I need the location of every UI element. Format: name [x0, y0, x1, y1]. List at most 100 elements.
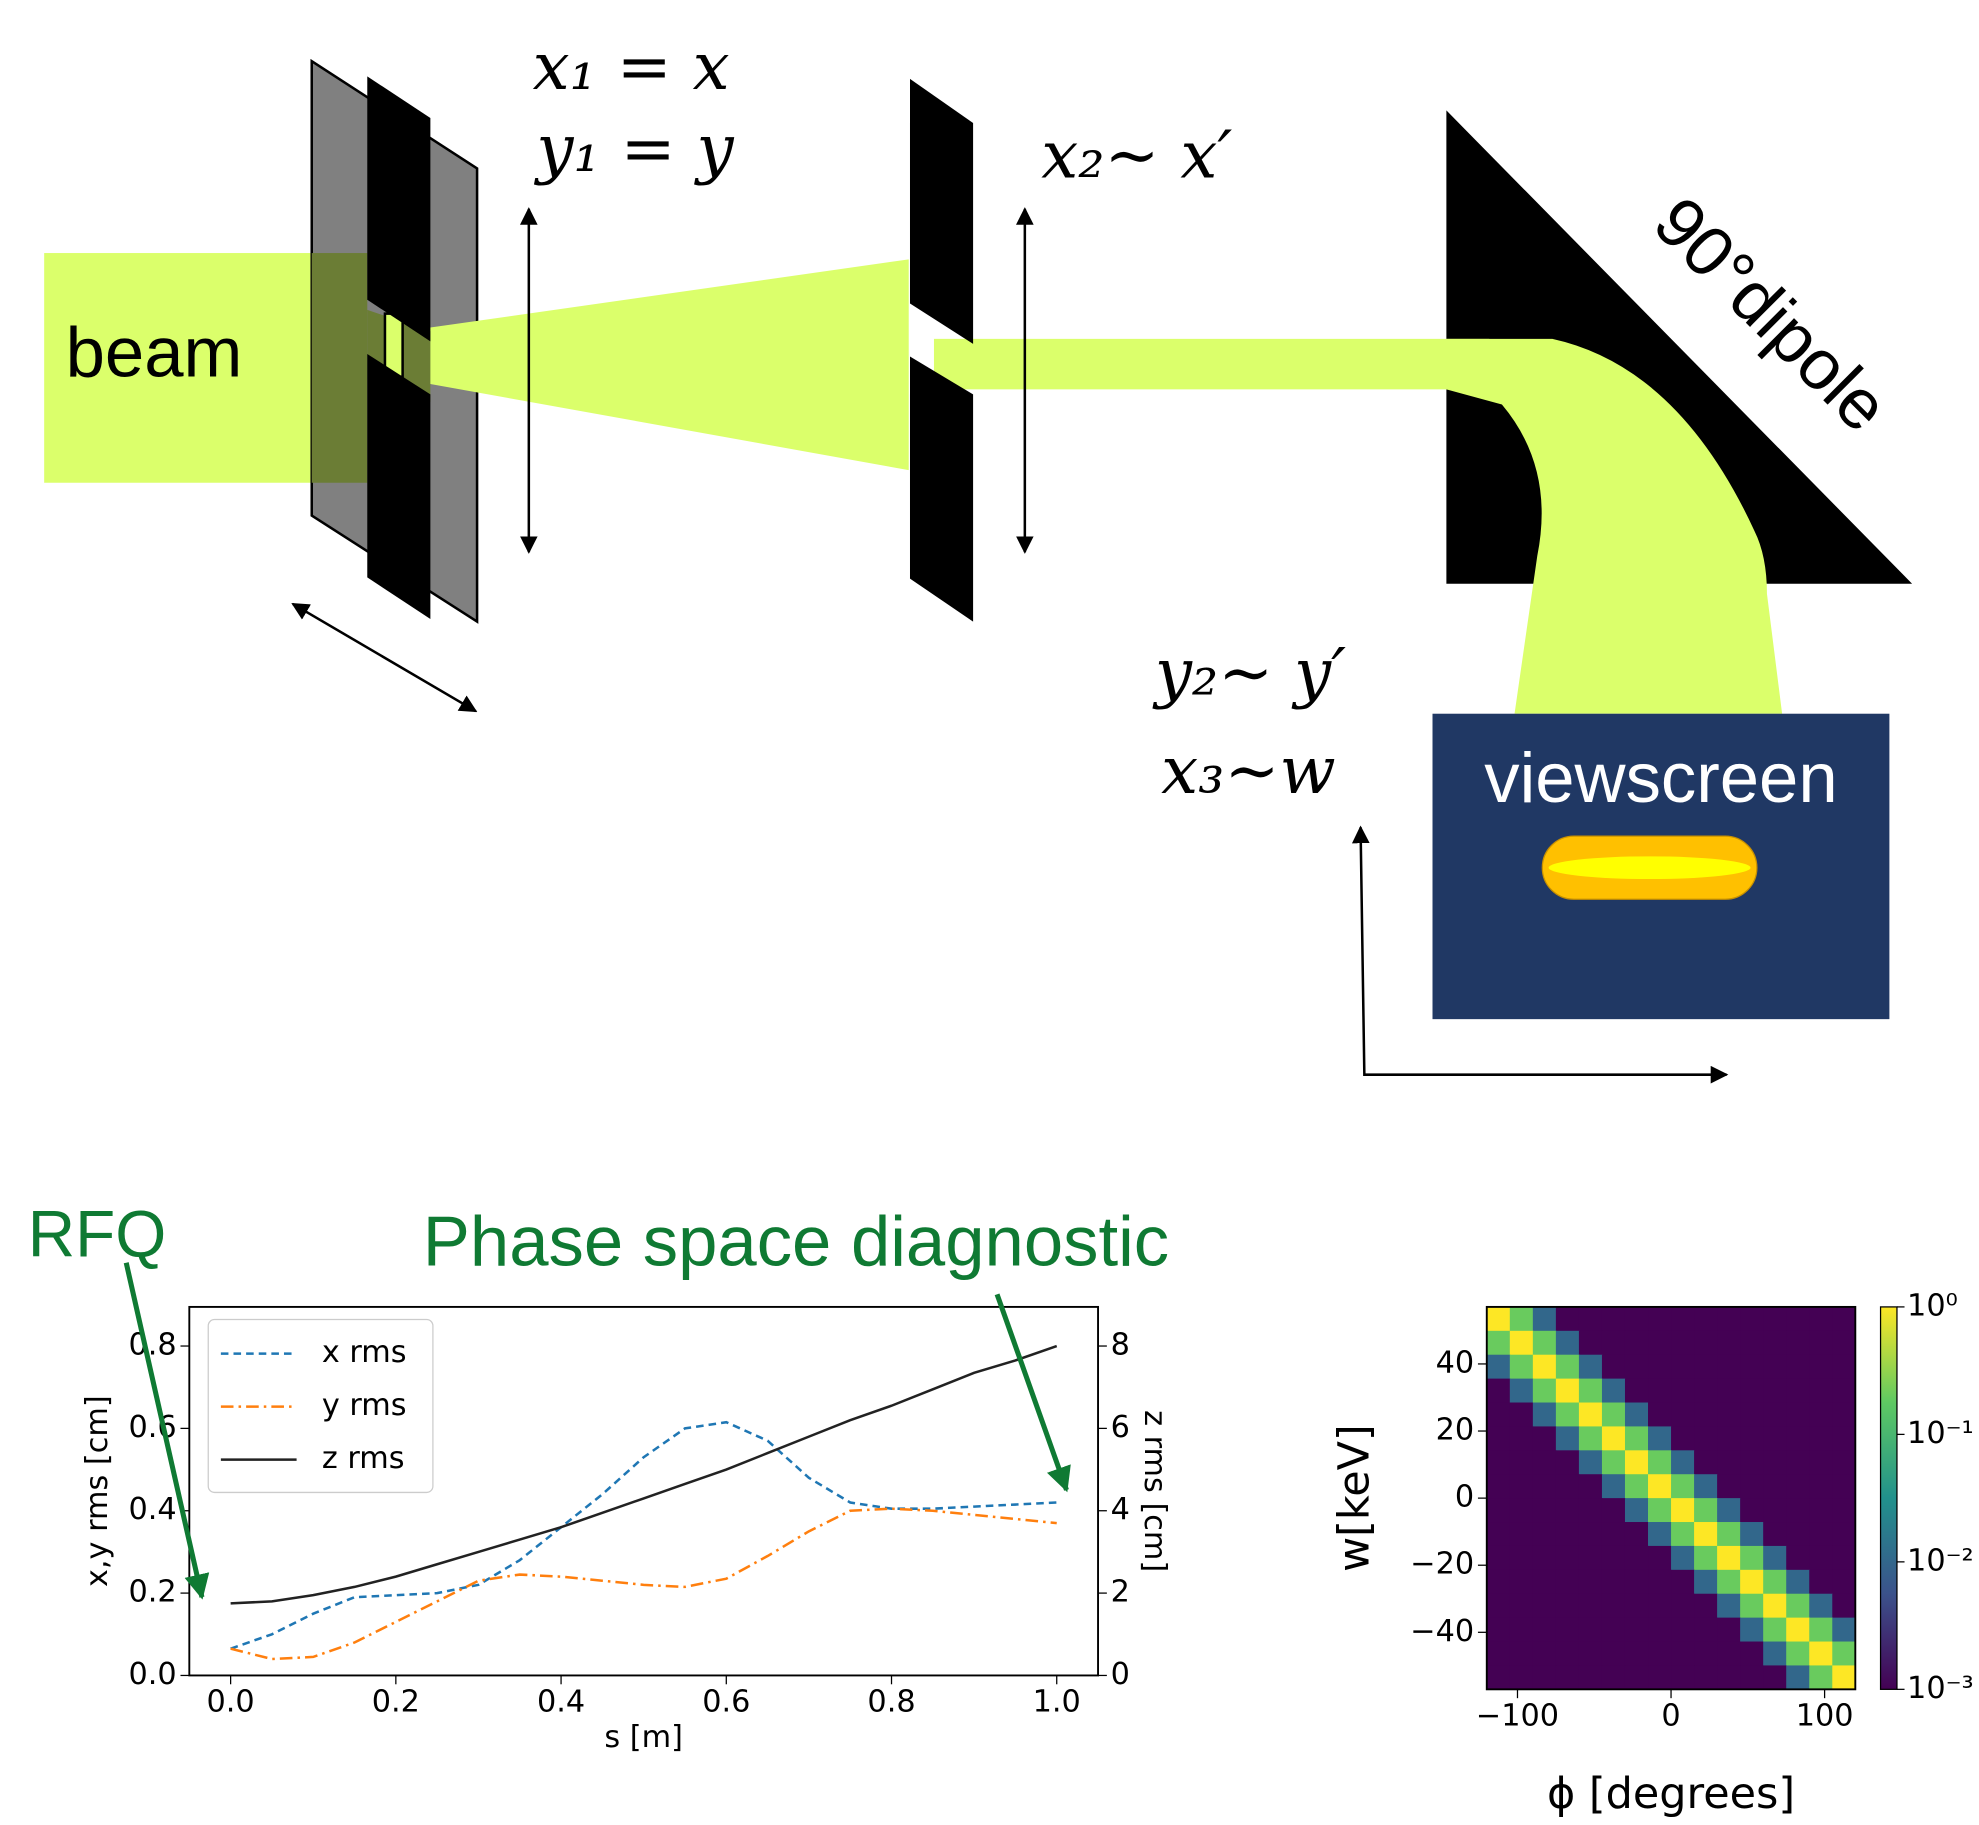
- heatmap-cell: [1487, 1570, 1511, 1595]
- x-axis-label: ϕ [degrees]: [1547, 1769, 1795, 1819]
- heatmap-cell: [1648, 1570, 1672, 1595]
- heatmap-cell: [1556, 1474, 1580, 1499]
- heatmap-cell: [1648, 1642, 1672, 1667]
- heatmap-cell: [1533, 1379, 1557, 1404]
- heatmap-cell: [1763, 1546, 1787, 1571]
- annotations: RFQ Phase space diagnostic: [28, 1197, 1169, 1597]
- y-tick-label: −40: [1410, 1614, 1474, 1649]
- heatmap-cell: [1717, 1331, 1741, 1356]
- heatmap-cell: [1832, 1522, 1856, 1547]
- x-tick-label: 0.2: [372, 1685, 420, 1720]
- heatmap-cell: [1763, 1331, 1787, 1356]
- heatmap-cell: [1832, 1379, 1856, 1404]
- heatmap-cell: [1533, 1403, 1557, 1428]
- heatmap-cell: [1533, 1355, 1557, 1380]
- heatmap-cell: [1717, 1618, 1741, 1643]
- heatmap-cell: [1487, 1379, 1511, 1404]
- heatmap-cell: [1602, 1474, 1626, 1499]
- annotation: RFQ: [28, 1197, 167, 1270]
- label: viewscreen: [1484, 738, 1837, 817]
- heatmap-cell: [1625, 1618, 1649, 1643]
- heatmap-cell: [1533, 1618, 1557, 1643]
- heatmap-cell: [1717, 1450, 1741, 1475]
- heatmap-cell: [1832, 1498, 1856, 1523]
- heatmap-cell: [1786, 1570, 1810, 1595]
- y-tick-label: 20: [1436, 1413, 1475, 1448]
- colorbar: [1881, 1307, 1897, 1689]
- heatmap-cell: [1510, 1618, 1534, 1643]
- x-tick-label: 0.8: [867, 1685, 915, 1720]
- heatmap-cell: [1579, 1403, 1603, 1428]
- y-axis-label: x,y rms [cm]: [80, 1395, 115, 1587]
- heatmap-cell: [1694, 1546, 1718, 1571]
- x-tick-label: −100: [1476, 1699, 1559, 1734]
- heatmap-cell: [1740, 1618, 1764, 1643]
- heatmap-cell: [1487, 1355, 1511, 1380]
- heatmap-cell: [1671, 1594, 1695, 1619]
- heatmap-cell: [1717, 1665, 1741, 1690]
- heatmap-cell: [1832, 1403, 1856, 1428]
- x-tick-label: 100: [1796, 1699, 1854, 1734]
- heatmap-cell: [1556, 1522, 1580, 1547]
- heatmap-cell: [1740, 1426, 1764, 1451]
- heatmap-cell: [1625, 1379, 1649, 1404]
- annotation-arrow: [997, 1294, 1066, 1490]
- heatmap-cell: [1556, 1546, 1580, 1571]
- heatmap-cell: [1556, 1331, 1580, 1356]
- heatmap-cell: [1602, 1355, 1626, 1380]
- figure: beam x₁ = x y₁ = y x₂∼ x′ 90°dipole y₂∼ …: [0, 0, 1979, 1825]
- heatmap-cell: [1671, 1307, 1695, 1332]
- heatmap-cell: [1579, 1450, 1603, 1475]
- heatmap-cell: [1832, 1642, 1856, 1667]
- heatmap-cell: [1786, 1665, 1810, 1690]
- heatmap-cell: [1671, 1403, 1695, 1428]
- heatmap-cell: [1602, 1522, 1626, 1547]
- heatmap-cell: [1786, 1331, 1810, 1356]
- heatmap-cell: [1579, 1474, 1603, 1499]
- heatmap-cell: [1579, 1426, 1603, 1451]
- heatmap-cell: [1671, 1474, 1695, 1499]
- heatmap-cell: [1602, 1450, 1626, 1475]
- heatmap-cell: [1740, 1522, 1764, 1547]
- heatmap-cell: [1510, 1379, 1534, 1404]
- heatmap-cell: [1717, 1355, 1741, 1380]
- heatmap-cell: [1740, 1546, 1764, 1571]
- heatmap-cell: [1786, 1498, 1810, 1523]
- label: x₃∼w: [1161, 733, 1335, 809]
- y-tick-label: 0.8: [129, 1328, 177, 1363]
- heatmap-cell: [1809, 1665, 1833, 1690]
- y2-tick-label: 0: [1111, 1657, 1130, 1692]
- y-tick-label: 0.0: [129, 1657, 177, 1692]
- heatmap-cell: [1832, 1665, 1856, 1690]
- heatmap-cell: [1510, 1594, 1534, 1619]
- heatmap-cell: [1763, 1403, 1787, 1428]
- heatmap-cell: [1786, 1474, 1810, 1499]
- heatmap-cell: [1740, 1665, 1764, 1690]
- heatmap-cell: [1602, 1307, 1626, 1332]
- y2-tick-label: 4: [1111, 1492, 1130, 1527]
- heatmap-cell: [1556, 1665, 1580, 1690]
- heatmap-cell: [1556, 1642, 1580, 1667]
- heatmap-cell: [1487, 1426, 1511, 1451]
- heatmap-cell: [1648, 1618, 1672, 1643]
- heatmap-cell: [1740, 1450, 1764, 1475]
- heatmap-cell: [1648, 1379, 1672, 1404]
- heatmap-cell: [1602, 1331, 1626, 1356]
- heatmap-cell: [1671, 1642, 1695, 1667]
- heatmap-cell: [1487, 1665, 1511, 1690]
- heatmap-cell: [1510, 1546, 1534, 1571]
- heatmap-cell: [1625, 1594, 1649, 1619]
- heatmap-cell: [1648, 1498, 1672, 1523]
- heatmap-cell: [1694, 1642, 1718, 1667]
- heatmap-cell: [1832, 1450, 1856, 1475]
- heatmap-cell: [1809, 1546, 1833, 1571]
- heatmap-cell: [1510, 1498, 1534, 1523]
- beam-spot-core: [1549, 856, 1751, 879]
- y-tick-label: 0.4: [129, 1492, 177, 1527]
- heatmap-cell: [1809, 1474, 1833, 1499]
- heatmap-cell: [1533, 1546, 1557, 1571]
- heatmap-cell: [1533, 1426, 1557, 1451]
- heatmap-cell: [1740, 1331, 1764, 1356]
- heatmap-cell: [1556, 1426, 1580, 1451]
- heatmap-cell: [1740, 1498, 1764, 1523]
